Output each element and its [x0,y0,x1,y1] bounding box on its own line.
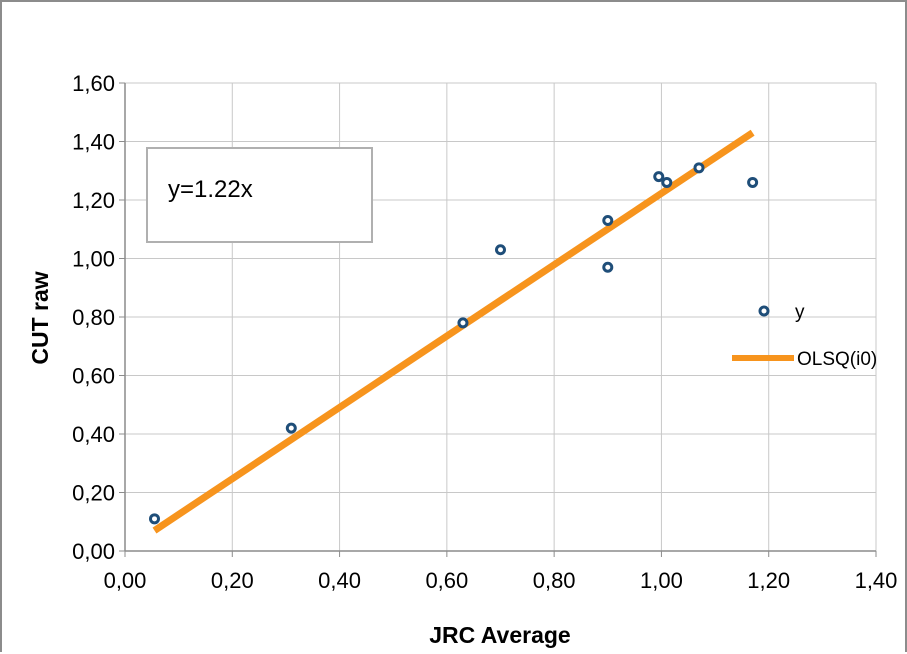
axes [119,82,877,557]
legend-label-y: y [795,302,805,323]
x-tick-label: 1,40 [855,568,898,593]
x-tick-label: 0,80 [533,568,576,593]
x-tick-label: 1,00 [640,568,683,593]
data-point [457,317,469,329]
scatter-series [149,162,759,525]
data-point [285,422,297,434]
y-tick-label: 1,20 [72,188,115,213]
x-tick-label: 0,60 [425,568,468,593]
legend-marker-y [758,305,770,317]
y-tick-label: 1,00 [72,247,115,272]
x-tick-labels: 0,00 0,20 0,40 0,60 0,80 1,00 1,20 1,40 [104,568,898,593]
x-tick-label: 0,20 [211,568,254,593]
fit-line [152,129,755,534]
data-point [149,513,161,525]
y-tick-label: 0,80 [72,305,115,330]
data-point [747,176,759,188]
y-axis-title: CUT raw [27,271,53,364]
data-point [602,261,614,273]
y-tick-label: 0,40 [72,422,115,447]
x-tick-label: 0,00 [104,568,147,593]
y-tick-label: 0,60 [72,364,115,389]
data-point [495,244,506,256]
x-tick-label: 1,20 [747,568,790,593]
y-tick-labels: 0,00 0,20 0,40 0,60 0,80 1,00 1,20 1,40 1,60 [72,71,115,564]
x-axis-title: JRC Average [429,622,570,648]
y-tick-label: 1,60 [72,71,115,96]
equation-text: y=1.22x [168,176,253,203]
equation-box: y=1.22x [146,147,373,243]
fit-line-series [152,129,755,534]
y-tick-label: 1,40 [72,130,115,155]
legend-label-olsq: OLSQ(i0) [797,349,877,370]
data-point [602,214,614,226]
equation-box-border [146,147,373,243]
data-point [693,162,705,174]
data-point [653,171,665,183]
legend: y OLSQ(i0) [732,302,877,370]
y-tick-label: 0,00 [72,539,115,564]
x-tick-label: 0,40 [318,568,361,593]
y-tick-label: 0,20 [72,481,115,506]
data-point [661,176,673,188]
